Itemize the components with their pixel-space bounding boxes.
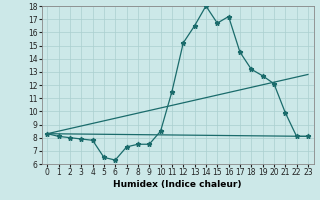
X-axis label: Humidex (Indice chaleur): Humidex (Indice chaleur) (113, 180, 242, 189)
